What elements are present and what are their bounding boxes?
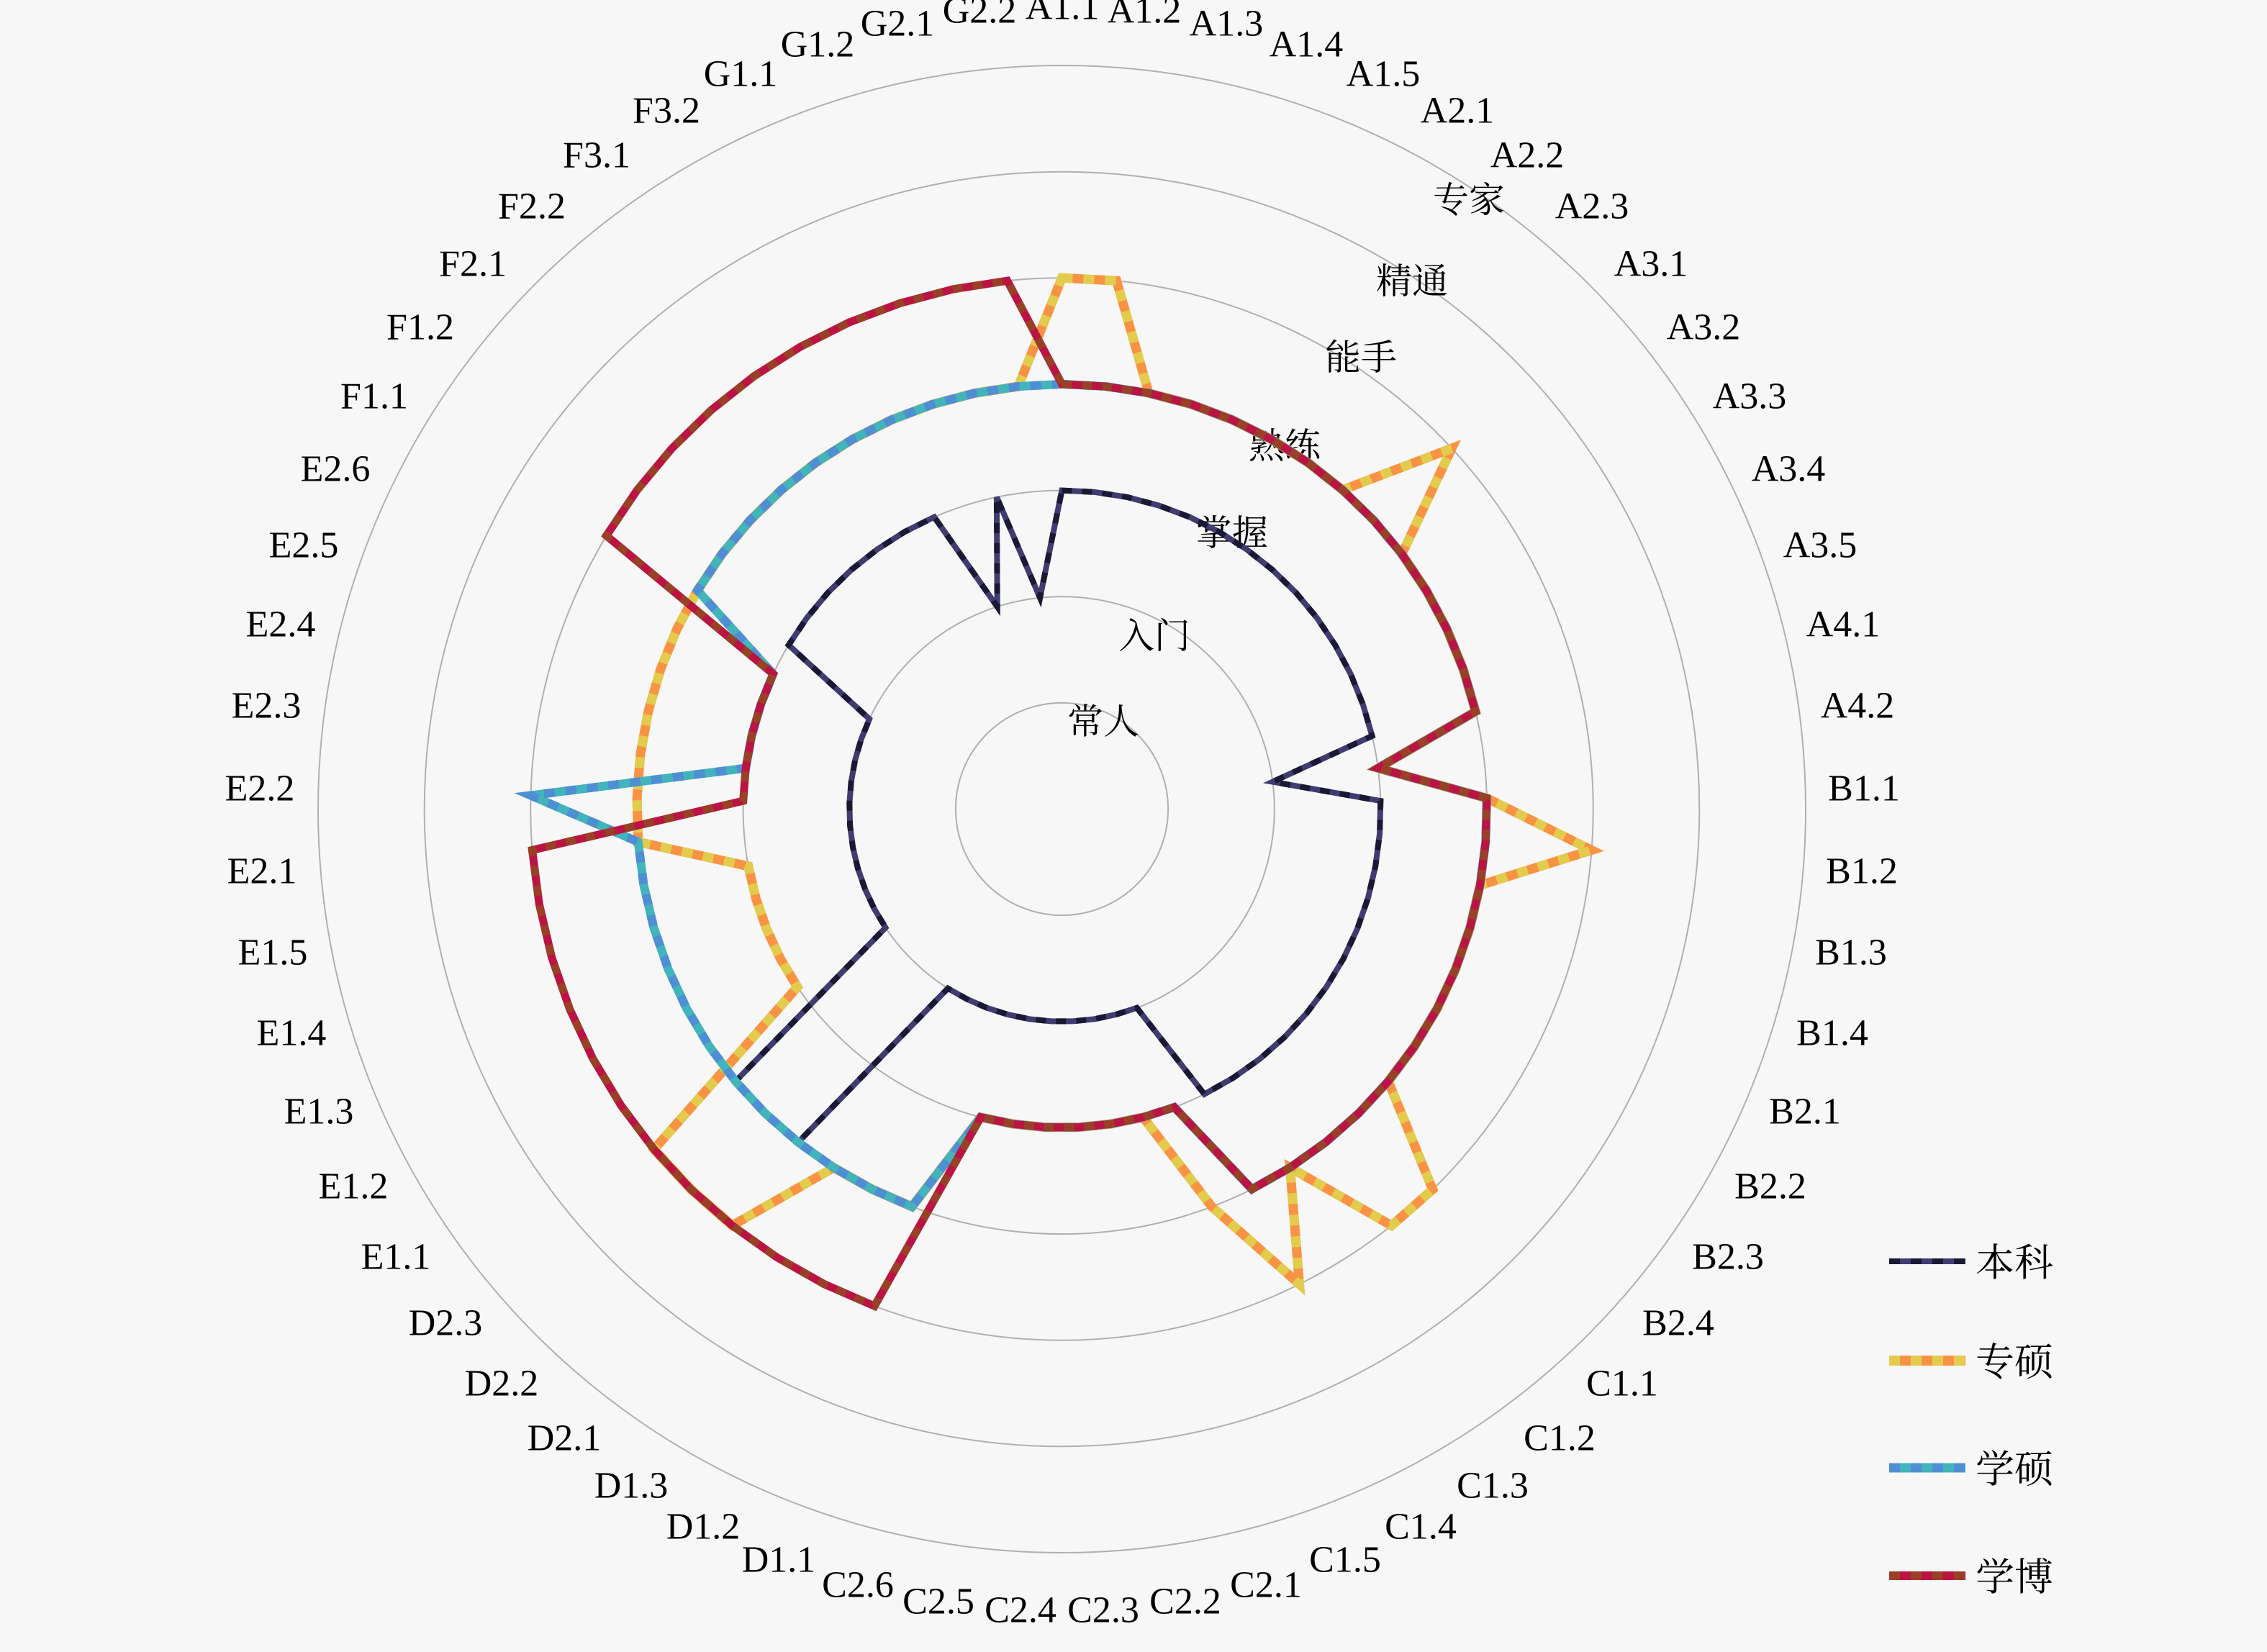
svg-text:A4.1: A4.1 xyxy=(1806,604,1881,645)
svg-text:G2.1: G2.1 xyxy=(861,4,935,45)
svg-text:C1.5: C1.5 xyxy=(1309,1540,1381,1581)
svg-text:E1.5: E1.5 xyxy=(238,932,308,974)
svg-text:C2.2: C2.2 xyxy=(1149,1581,1221,1622)
svg-text:A1.5: A1.5 xyxy=(1347,54,1421,95)
svg-text:B2.3: B2.3 xyxy=(1692,1237,1764,1278)
svg-text:B1.4: B1.4 xyxy=(1796,1013,1868,1054)
svg-text:F2.1: F2.1 xyxy=(439,244,507,285)
svg-text:B1.3: B1.3 xyxy=(1815,932,1887,974)
svg-text:E2.2: E2.2 xyxy=(225,768,295,809)
svg-text:A3.3: A3.3 xyxy=(1713,376,1787,417)
svg-text:C2.3: C2.3 xyxy=(1067,1590,1139,1631)
svg-text:C1.1: C1.1 xyxy=(1586,1363,1658,1404)
svg-text:G2.2: G2.2 xyxy=(943,0,1017,32)
svg-text:F3.2: F3.2 xyxy=(633,91,700,132)
svg-text:B1.1: B1.1 xyxy=(1828,768,1900,809)
svg-text:C1.3: C1.3 xyxy=(1457,1466,1529,1507)
svg-text:E1.2: E1.2 xyxy=(319,1166,389,1207)
svg-text:C2.6: C2.6 xyxy=(822,1565,894,1606)
svg-text:A1.2: A1.2 xyxy=(1108,0,1182,32)
svg-text:F1.1: F1.1 xyxy=(340,376,408,417)
svg-text:F2.2: F2.2 xyxy=(498,186,566,227)
svg-text:D2.2: D2.2 xyxy=(465,1363,539,1404)
svg-text:A2.1: A2.1 xyxy=(1421,91,1495,132)
svg-text:E1.4: E1.4 xyxy=(257,1013,327,1054)
svg-text:A2.2: A2.2 xyxy=(1490,135,1565,176)
svg-text:D2.1: D2.1 xyxy=(528,1418,602,1459)
svg-text:A3.2: A3.2 xyxy=(1667,307,1741,348)
svg-text:A1.4: A1.4 xyxy=(1270,24,1344,65)
svg-text:F3.1: F3.1 xyxy=(563,135,630,176)
svg-text:E1.1: E1.1 xyxy=(361,1237,431,1278)
svg-text:B2.1: B2.1 xyxy=(1769,1092,1841,1133)
svg-text:A3.1: A3.1 xyxy=(1614,244,1688,285)
svg-text:E2.1: E2.1 xyxy=(227,851,297,892)
svg-text:C1.2: C1.2 xyxy=(1524,1418,1596,1459)
svg-text:E2.6: E2.6 xyxy=(301,449,371,490)
svg-text:E2.4: E2.4 xyxy=(246,604,316,645)
svg-text:D2.3: D2.3 xyxy=(409,1303,483,1344)
svg-text:B1.2: B1.2 xyxy=(1826,851,1898,892)
svg-text:C1.4: C1.4 xyxy=(1385,1507,1457,1548)
svg-text:G1.2: G1.2 xyxy=(781,24,855,65)
svg-text:E2.3: E2.3 xyxy=(232,686,302,727)
svg-text:E2.5: E2.5 xyxy=(269,525,339,566)
svg-text:A3.4: A3.4 xyxy=(1752,449,1826,490)
svg-text:A1.1: A1.1 xyxy=(1026,0,1100,28)
svg-text:A3.5: A3.5 xyxy=(1783,525,1858,566)
svg-text:A4.2: A4.2 xyxy=(1821,686,1895,727)
svg-text:E1.3: E1.3 xyxy=(284,1092,354,1133)
svg-text:B2.4: B2.4 xyxy=(1642,1303,1714,1344)
svg-text:F1.2: F1.2 xyxy=(386,307,454,348)
svg-text:D1.1: D1.1 xyxy=(742,1540,816,1581)
svg-text:C2.1: C2.1 xyxy=(1230,1565,1302,1606)
svg-text:B2.2: B2.2 xyxy=(1734,1166,1806,1207)
svg-text:G1.1: G1.1 xyxy=(704,54,778,95)
svg-text:C2.4: C2.4 xyxy=(985,1590,1056,1631)
svg-text:A1.3: A1.3 xyxy=(1190,4,1264,45)
svg-text:A2.3: A2.3 xyxy=(1555,186,1629,227)
svg-text:D1.3: D1.3 xyxy=(594,1466,669,1507)
svg-text:C2.5: C2.5 xyxy=(902,1581,974,1622)
svg-text:D1.2: D1.2 xyxy=(666,1507,741,1548)
